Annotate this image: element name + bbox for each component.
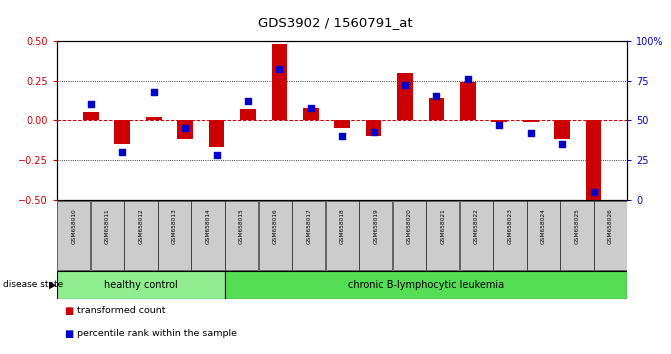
Point [588,189,599,195]
Text: GSM658012: GSM658012 [138,209,144,244]
Point [211,153,222,158]
Point [462,76,473,82]
Text: GDS3902 / 1560791_at: GDS3902 / 1560791_at [258,16,413,29]
Text: ■: ■ [64,306,73,316]
Point [400,82,411,88]
Bar [460,82,476,120]
Bar [57,201,91,270]
Bar [594,201,627,270]
Bar [460,201,493,270]
Bar [586,120,601,200]
Point [494,122,505,128]
Text: GSM658021: GSM658021 [440,209,446,244]
Text: GSM658010: GSM658010 [71,209,76,244]
Text: GSM658026: GSM658026 [608,209,613,244]
Bar [225,201,258,270]
Point [305,105,316,110]
Text: ■: ■ [64,329,73,339]
Text: disease state: disease state [3,280,64,290]
Text: GSM658016: GSM658016 [272,209,278,244]
Bar [158,201,191,270]
Bar [366,120,382,136]
Bar [191,201,225,270]
Text: chronic B-lymphocytic leukemia: chronic B-lymphocytic leukemia [348,280,504,290]
Bar [240,109,256,120]
Text: percentile rank within the sample: percentile rank within the sample [77,329,237,338]
Point [85,102,96,107]
Bar [303,108,319,120]
Text: GSM658018: GSM658018 [340,209,345,244]
Point [431,93,442,99]
Bar [334,120,350,128]
Bar [527,201,560,270]
Bar [124,201,158,270]
Text: GSM658013: GSM658013 [172,209,177,244]
Point [557,141,568,147]
Bar [359,201,393,270]
Bar [91,201,124,270]
Point [180,125,191,131]
Bar [426,201,460,270]
Text: healthy control: healthy control [104,280,178,290]
Bar [272,44,287,120]
Bar [554,120,570,139]
Point [368,129,379,134]
Bar [57,271,225,299]
Text: GSM658023: GSM658023 [507,209,513,244]
Bar [146,117,162,120]
Text: GSM658024: GSM658024 [541,209,546,244]
Point [337,133,348,139]
Bar [225,271,627,299]
Bar [393,201,426,270]
Point [243,98,254,104]
Text: GSM658025: GSM658025 [574,209,580,244]
Text: GSM658015: GSM658015 [239,209,244,244]
Text: GSM658022: GSM658022 [474,209,479,244]
Point [117,149,127,155]
Bar [83,113,99,120]
Bar [209,120,224,147]
Text: GSM658011: GSM658011 [105,209,110,244]
Bar [429,98,444,120]
Bar [114,120,130,144]
Text: transformed count: transformed count [77,306,166,315]
Text: GSM658014: GSM658014 [205,209,211,244]
Bar [523,120,539,122]
Point [274,67,285,72]
Text: ▶: ▶ [49,280,57,290]
Bar [560,201,594,270]
Text: GSM658020: GSM658020 [407,209,412,244]
Point [148,89,159,95]
Point [525,130,536,136]
Bar [397,73,413,120]
Bar [292,201,325,270]
Bar [177,120,193,139]
Bar [491,120,507,122]
Text: GSM658017: GSM658017 [306,209,311,244]
Bar [493,201,527,270]
Bar [325,201,359,270]
Bar [258,201,292,270]
Text: GSM658019: GSM658019 [373,209,378,244]
